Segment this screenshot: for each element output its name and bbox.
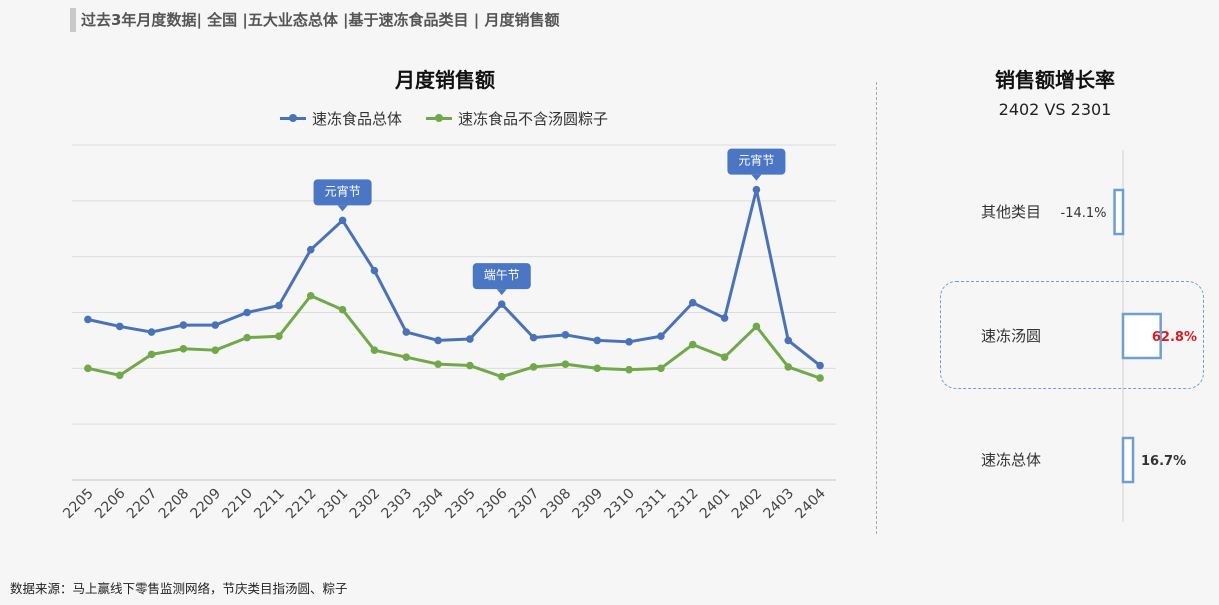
page-header: 过去3年月度数据| 全国 |五大业态总体 |基于速冻食品类目 | 月度销售额 bbox=[70, 8, 559, 32]
series-line-1 bbox=[87, 294, 821, 380]
series-point-1 bbox=[657, 364, 665, 373]
annotation-callout: 元宵节 bbox=[727, 148, 786, 181]
monthly-sales-line-chart: 2205220622072208220922102211221223012302… bbox=[60, 144, 836, 522]
line-chart-legend: 速冻食品总体 速冻食品不含汤圆粽子 bbox=[280, 107, 608, 129]
series-point-1 bbox=[179, 344, 188, 353]
series-point-0 bbox=[593, 336, 602, 345]
series-point-0 bbox=[625, 338, 633, 346]
series-point-1 bbox=[816, 374, 824, 382]
series-point-1 bbox=[497, 372, 506, 381]
series-point-0 bbox=[688, 298, 697, 307]
series-point-0 bbox=[784, 336, 793, 345]
series-point-0 bbox=[179, 321, 188, 329]
series-line-0 bbox=[87, 188, 822, 367]
highlight-box bbox=[940, 281, 1204, 389]
series-point-0 bbox=[752, 185, 761, 194]
series-point-0 bbox=[720, 314, 729, 322]
growth-rate-bar-chart: 其他类目 -14.1% 速冻汤圆 62.8% 速冻总体 16.7% bbox=[981, 150, 1197, 522]
series-point-0 bbox=[115, 322, 124, 331]
legend-item-excl: 速冻食品不含汤圆粽子 bbox=[426, 108, 608, 129]
annotation-callout: 元宵节 bbox=[313, 179, 372, 212]
series-point-0 bbox=[561, 331, 570, 339]
series-point-1 bbox=[434, 360, 442, 368]
series-point-0 bbox=[816, 361, 824, 370]
series-point-1 bbox=[402, 353, 411, 361]
series-point-0 bbox=[434, 336, 442, 345]
growth-chart-title: 销售额增长率 bbox=[995, 68, 1115, 92]
growth-bar bbox=[1121, 312, 1162, 360]
series-point-1 bbox=[466, 361, 474, 370]
annotation-pointer bbox=[751, 174, 762, 181]
series-point-1 bbox=[275, 332, 283, 341]
series-point-1 bbox=[147, 350, 156, 359]
legend-item-total: 速冻食品总体 bbox=[280, 108, 402, 129]
series-point-1 bbox=[115, 371, 124, 380]
series-point-0 bbox=[147, 328, 156, 336]
growth-category-label: 其他类目 bbox=[981, 203, 1041, 221]
panel-divider bbox=[876, 82, 877, 534]
annotation-box bbox=[727, 148, 786, 175]
series-point-0 bbox=[275, 301, 283, 310]
series-point-1 bbox=[84, 364, 92, 373]
series-point-1 bbox=[593, 364, 602, 373]
growth-category-label: 速冻汤圆 bbox=[981, 327, 1041, 345]
series-point-1 bbox=[529, 363, 538, 371]
series-point-1 bbox=[243, 333, 251, 342]
legend-label-excl: 速冻食品不含汤圆粽子 bbox=[458, 109, 609, 128]
annotation-label: 元宵节 bbox=[738, 153, 774, 168]
data-source-note: 数据来源：马上赢线下零售监测网络，节庆类目指汤圆、粽子 bbox=[10, 581, 348, 596]
legend-swatch-total bbox=[280, 112, 306, 124]
annotation-box bbox=[313, 179, 372, 206]
growth-bar bbox=[1113, 188, 1125, 236]
annotation-box bbox=[472, 263, 531, 290]
growth-bar bbox=[1121, 436, 1135, 484]
series-point-0 bbox=[84, 315, 92, 324]
annotation-pointer bbox=[337, 205, 348, 212]
series-point-0 bbox=[497, 300, 506, 308]
series-point-0 bbox=[529, 333, 538, 342]
series-point-0 bbox=[338, 216, 347, 225]
series-point-1 bbox=[211, 346, 220, 354]
series-point-0 bbox=[243, 308, 251, 317]
growth-value-label: -14.1% bbox=[1061, 206, 1107, 221]
series-point-1 bbox=[338, 305, 347, 314]
line-chart-title: 月度销售额 bbox=[395, 68, 495, 92]
series-point-0 bbox=[211, 321, 220, 329]
series-point-1 bbox=[370, 346, 379, 354]
legend-swatch-excl bbox=[426, 112, 453, 124]
series-point-0 bbox=[657, 332, 665, 341]
growth-chart-subtitle: 2402 VS 2301 bbox=[998, 100, 1112, 119]
series-point-0 bbox=[402, 328, 411, 336]
series-point-0 bbox=[306, 245, 315, 254]
annotation-callout: 端午节 bbox=[472, 263, 531, 296]
series-point-1 bbox=[561, 360, 570, 368]
series-point-1 bbox=[625, 365, 633, 374]
growth-category-label: 速冻总体 bbox=[981, 451, 1041, 469]
series-point-0 bbox=[466, 335, 474, 343]
legend-label-total: 速冻食品总体 bbox=[312, 109, 403, 128]
annotation-label: 元宵节 bbox=[325, 183, 361, 198]
series-point-1 bbox=[688, 340, 697, 349]
series-point-1 bbox=[306, 291, 315, 300]
series-point-1 bbox=[784, 363, 793, 371]
annotation-pointer bbox=[496, 289, 507, 296]
growth-value-label: 62.8% bbox=[1152, 330, 1197, 345]
annotation-label: 端午节 bbox=[484, 268, 520, 282]
series-point-1 bbox=[752, 322, 761, 331]
series-point-0 bbox=[370, 266, 379, 275]
series-point-1 bbox=[720, 353, 729, 361]
growth-value-label: 16.7% bbox=[1141, 454, 1186, 469]
